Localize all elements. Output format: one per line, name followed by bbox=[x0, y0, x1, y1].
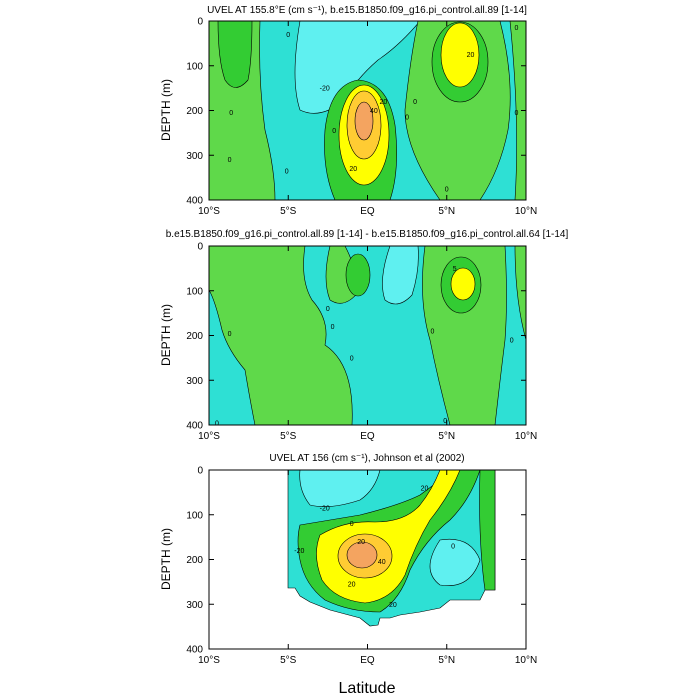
panel-1-ylabel: DEPTH (m) bbox=[159, 79, 173, 141]
panel-2-contour-fill bbox=[209, 246, 526, 425]
x-tick-label: 10°N bbox=[515, 206, 537, 217]
panel-3-title: UVEL AT 156 (cm s⁻¹), Johnson et al (200… bbox=[269, 453, 464, 464]
y-tick-label: 200 bbox=[186, 331, 203, 342]
panel-1-title: UVEL AT 155.8°E (cm s⁻¹), b.e15.B1850.f0… bbox=[207, 5, 527, 16]
panel-2-ylabel: DEPTH (m) bbox=[159, 304, 173, 366]
y-tick-label: 200 bbox=[186, 555, 203, 566]
contour-label: 20 bbox=[357, 539, 365, 546]
contour-label: -20 bbox=[320, 86, 330, 93]
panel-3-cyan-north bbox=[299, 470, 381, 507]
x-tick-label: 10°S bbox=[198, 431, 220, 442]
x-tick-label: EQ bbox=[360, 655, 375, 666]
contour-label: 0 bbox=[431, 329, 435, 336]
contour-label: 0 bbox=[413, 99, 417, 106]
y-tick-label: 300 bbox=[186, 376, 203, 387]
contour-label: 0 bbox=[451, 544, 455, 551]
contour-label: 0 bbox=[350, 355, 354, 362]
panel-2-axes: 10°S 5°S EQ 5°N 10°N 0 100 200 300 400 bbox=[186, 242, 537, 443]
x-tick-label: 10°N bbox=[515, 431, 537, 442]
panel-3-cyan-east bbox=[429, 538, 481, 587]
panel-2-title: b.e15.B1850.f09_g16.pi_control.all.89 [1… bbox=[166, 229, 569, 240]
x-tick-label: 5°N bbox=[438, 431, 455, 442]
y-tick-label: 300 bbox=[186, 151, 203, 162]
contour-label: 40 bbox=[370, 108, 378, 115]
panel-1-necc-core bbox=[440, 22, 480, 88]
x-tick-label: 10°S bbox=[198, 206, 220, 217]
y-tick-label: 400 bbox=[186, 645, 203, 656]
contour-label: 0 bbox=[229, 110, 233, 117]
panel-1-euc-core bbox=[354, 101, 374, 141]
contour-label: 0 bbox=[286, 32, 290, 39]
panel-3-contour-fill bbox=[209, 470, 526, 649]
y-tick-label: 0 bbox=[197, 466, 203, 477]
contour-label: 40 bbox=[378, 559, 386, 566]
contour-label: 20 bbox=[421, 485, 429, 492]
x-tick-label: 10°S bbox=[198, 655, 220, 666]
contour-label: 0 bbox=[515, 110, 519, 117]
x-tick-label: EQ bbox=[360, 431, 375, 442]
y-tick-label: 400 bbox=[186, 421, 203, 432]
panel-2-cyan-light bbox=[382, 246, 419, 305]
x-tick-label: 5°N bbox=[438, 206, 455, 217]
contour-label: 0 bbox=[443, 418, 447, 425]
panel-3-ylabel: DEPTH (m) bbox=[159, 528, 173, 590]
contour-label: -20 bbox=[294, 548, 304, 555]
contour-label: 20 bbox=[379, 99, 387, 106]
contour-label: 0 bbox=[445, 186, 449, 193]
panel-3-contour-labels: -20 -20 20 0 20 40 20 20 0 bbox=[294, 485, 455, 608]
contour-label: 20 bbox=[389, 602, 397, 609]
contour-label: 0 bbox=[510, 337, 514, 344]
y-tick-label: 200 bbox=[186, 106, 203, 117]
panel-3-green-east bbox=[479, 470, 496, 591]
panel-1-south-core bbox=[217, 21, 253, 88]
contour-label: 0 bbox=[228, 157, 232, 164]
panel-1: UVEL AT 155.8°E (cm s⁻¹), b.e15.B1850.f0… bbox=[159, 5, 537, 217]
contour-label: 0 bbox=[405, 115, 409, 122]
panel-3-euc-core bbox=[346, 541, 378, 569]
x-tick-label: EQ bbox=[360, 206, 375, 217]
y-tick-label: 100 bbox=[186, 510, 203, 521]
x-tick-label: 5°S bbox=[280, 431, 297, 442]
panel-2: b.e15.B1850.f09_g16.pi_control.all.89 [1… bbox=[159, 229, 568, 442]
contour-label: 0 bbox=[332, 128, 336, 135]
panel-2-anom-yellow bbox=[450, 267, 476, 301]
panel-3: UVEL AT 156 (cm s⁻¹), Johnson et al (200… bbox=[159, 453, 537, 666]
y-tick-label: 0 bbox=[197, 17, 203, 28]
y-tick-label: 400 bbox=[186, 196, 203, 207]
contour-label: 20 bbox=[467, 52, 475, 59]
contour-label: -20 bbox=[320, 506, 330, 513]
contour-label: 0 bbox=[331, 324, 335, 331]
panel-2-contour-labels: 0 0 0 0 0 0 0 5 0 bbox=[215, 266, 514, 427]
contour-label: 0 bbox=[228, 331, 232, 338]
x-tick-label: 10°N bbox=[515, 655, 537, 666]
contour-label: 5 bbox=[453, 266, 457, 273]
y-tick-label: 300 bbox=[186, 600, 203, 611]
panel-1-contour-fill bbox=[209, 21, 526, 200]
contour-label: 20 bbox=[349, 166, 357, 173]
contour-label: 0 bbox=[515, 25, 519, 32]
contour-label: 0 bbox=[215, 420, 219, 427]
contour-label: 0 bbox=[350, 521, 354, 528]
contour-label: 20 bbox=[348, 582, 356, 589]
y-tick-label: 0 bbox=[197, 242, 203, 253]
x-axis-label: Latitude bbox=[339, 680, 396, 697]
x-tick-label: 5°S bbox=[280, 655, 297, 666]
panel-2-eq-green bbox=[345, 253, 371, 297]
y-tick-label: 100 bbox=[186, 61, 203, 72]
x-tick-label: 5°N bbox=[438, 655, 455, 666]
y-tick-label: 100 bbox=[186, 286, 203, 297]
contour-label: 0 bbox=[285, 168, 289, 175]
contour-label: 0 bbox=[326, 306, 330, 313]
x-tick-label: 5°S bbox=[280, 206, 297, 217]
